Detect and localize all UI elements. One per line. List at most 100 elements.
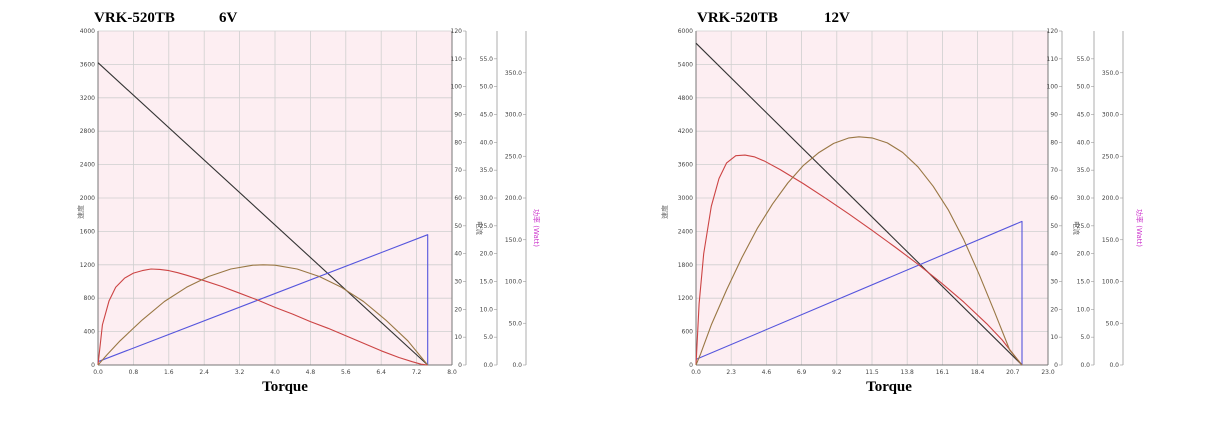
y-current-tick-label: 70 — [454, 167, 462, 174]
y-power-axis-title: 功率 (Watt) — [1135, 209, 1144, 247]
y-current-axis-title: 电流 — [475, 221, 484, 235]
x-tick-label: 0.0 — [691, 369, 701, 376]
chart-title: VRK-520TB — [697, 10, 778, 26]
x-tick-label: 8.0 — [447, 369, 457, 376]
y-left-tick-label: 3200 — [80, 95, 95, 102]
y-efficiency-tick-label: 25.0 — [1077, 223, 1091, 230]
series-line-current — [695, 220, 1023, 365]
y-efficiency-tick-label: 15.0 — [480, 279, 494, 286]
y-efficiency-tick-label: 45.0 — [480, 112, 494, 119]
y-left-axis-title: 速度 — [76, 205, 85, 219]
y-efficiency-tick-label: 0.0 — [483, 362, 493, 369]
chart-12v: 0.0 2.3 4.6 6.9 9.2 11.5 13.8 16.1 18.4 20.7 23.00… — [660, 10, 1144, 395]
y-current-tick-label: 10 — [1050, 334, 1058, 341]
x-tick-label: 20.7 — [1006, 369, 1020, 376]
x-tick-label: 0.0 — [93, 369, 103, 376]
y-power-tick-label: 350.0 — [505, 70, 522, 77]
y-efficiency-tick-label: 15.0 — [1077, 279, 1091, 286]
y-current-tick-label: 40 — [454, 251, 462, 258]
y-efficiency-tick-label: 40.0 — [480, 139, 494, 146]
y-left-tick-label: 0 — [91, 362, 95, 369]
y-left-tick-label: 4200 — [678, 128, 693, 135]
y-current-tick-label: 110 — [451, 56, 463, 63]
x-tick-label: 2.3 — [726, 369, 736, 376]
y-left-tick-label: 2000 — [80, 195, 95, 202]
y-power-tick-label: 300.0 — [505, 112, 522, 119]
y-current-tick-label: 50 — [454, 223, 462, 230]
plot-layer: 0.0 2.3 4.6 6.9 9.2 11.5 13.8 16.1 18.4 20.7 23.00… — [660, 28, 1144, 376]
x-tick-label: 4.0 — [270, 369, 280, 376]
y-power-tick-label: 250.0 — [1102, 153, 1119, 160]
y-current-tick-label: 120 — [451, 28, 463, 35]
y-power-tick-label: 100.0 — [505, 279, 522, 286]
y-left-tick-label: 4000 — [80, 28, 95, 35]
y-efficiency-tick-label: 35.0 — [480, 167, 494, 174]
x-tick-label: 4.8 — [306, 369, 316, 376]
y-current-tick-label: 0 — [458, 362, 462, 369]
y-efficiency-tick-label: 20.0 — [480, 251, 494, 258]
y-current-tick-label: 60 — [1050, 195, 1058, 202]
x-tick-label: 18.4 — [971, 369, 985, 376]
y-current-tick-label: 30 — [454, 279, 462, 286]
series-line-speed — [97, 62, 429, 366]
y-left-tick-label: 3000 — [678, 195, 693, 202]
y-power-tick-label: 50.0 — [1106, 320, 1120, 327]
y-current-tick-label: 100 — [451, 84, 463, 91]
y-left-tick-label: 3600 — [80, 61, 95, 68]
y-efficiency-tick-label: 35.0 — [1077, 167, 1091, 174]
y-current-tick-label: 40 — [1050, 251, 1058, 258]
series-line-speed — [695, 42, 1023, 366]
y-left-tick-label: 0 — [689, 362, 693, 369]
y-power-tick-label: 150.0 — [1102, 237, 1119, 244]
x-tick-label: 7.2 — [412, 369, 422, 376]
y-power-tick-label: 200.0 — [505, 195, 522, 202]
y-efficiency-tick-label: 45.0 — [1077, 112, 1091, 119]
x-axis-label: Torque — [262, 379, 308, 395]
y-current-tick-label: 30 — [1050, 279, 1058, 286]
y-power-tick-label: 50.0 — [509, 320, 523, 327]
chart-voltage: 6V — [219, 10, 238, 26]
y-efficiency-tick-label: 30.0 — [480, 195, 494, 202]
y-efficiency-tick-label: 40.0 — [1077, 139, 1091, 146]
x-axis-label: Torque — [866, 379, 912, 395]
y-current-tick-label: 100 — [1047, 84, 1059, 91]
y-efficiency-tick-label: 55.0 — [480, 56, 494, 63]
y-left-tick-label: 1800 — [678, 262, 693, 269]
y-current-tick-label: 110 — [1047, 56, 1059, 63]
y-left-tick-label: 400 — [84, 329, 96, 336]
y-efficiency-tick-label: 55.0 — [1077, 56, 1091, 63]
y-efficiency-tick-label: 5.0 — [1080, 334, 1090, 341]
y-left-tick-label: 3600 — [678, 162, 693, 169]
x-tick-label: 1.6 — [164, 369, 174, 376]
y-left-tick-label: 4800 — [678, 95, 693, 102]
y-left-tick-label: 5400 — [678, 61, 693, 68]
y-left-tick-label: 1600 — [80, 228, 95, 235]
x-tick-label: 16.1 — [936, 369, 950, 376]
y-left-tick-label: 1200 — [678, 295, 693, 302]
y-efficiency-tick-label: 10.0 — [1077, 306, 1091, 313]
series-line-power — [695, 136, 1023, 366]
y-power-tick-label: 350.0 — [1102, 70, 1119, 77]
y-current-tick-label: 70 — [1050, 167, 1058, 174]
y-power-tick-label: 300.0 — [1102, 112, 1119, 119]
y-power-tick-label: 200.0 — [1102, 195, 1119, 202]
y-left-tick-label: 1200 — [80, 262, 95, 269]
x-tick-label: 23.0 — [1041, 369, 1055, 376]
y-left-tick-label: 2400 — [678, 228, 693, 235]
y-left-tick-label: 2800 — [80, 128, 95, 135]
y-current-tick-label: 0 — [1054, 362, 1058, 369]
series-line-efficiency — [97, 268, 428, 366]
x-tick-label: 4.6 — [762, 369, 772, 376]
y-efficiency-tick-label: 30.0 — [1077, 195, 1091, 202]
chart-6v: 0.0 0.8 1.6 2.4 3.2 4.0 4.8 5.6 6.4 7.2 8.00400800… — [76, 10, 541, 395]
y-current-tick-label: 20 — [1050, 306, 1058, 313]
y-power-tick-label: 250.0 — [505, 153, 522, 160]
y-left-tick-label: 6000 — [678, 28, 693, 35]
y-current-tick-label: 90 — [1050, 112, 1058, 119]
y-left-tick-label: 600 — [682, 329, 694, 336]
y-current-tick-label: 20 — [454, 306, 462, 313]
x-tick-label: 2.4 — [199, 369, 209, 376]
y-efficiency-tick-label: 50.0 — [480, 84, 494, 91]
x-tick-label: 0.8 — [129, 369, 139, 376]
